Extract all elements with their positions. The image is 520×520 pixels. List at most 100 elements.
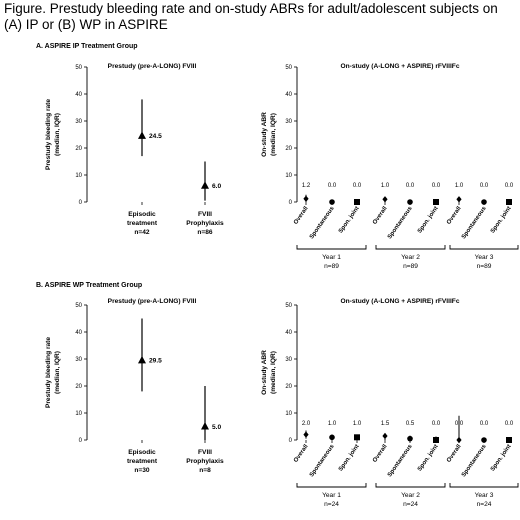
x-tick-label: Spontaneous	[309, 205, 336, 240]
value-label: 5.0	[212, 424, 221, 431]
x-tick-label: Overall	[372, 205, 389, 225]
value-label: 2.0	[302, 421, 311, 427]
median-marker	[138, 355, 146, 364]
panel-b-heading: B. ASPIRE WP Treatment Group	[36, 282, 143, 289]
median-marker	[201, 422, 209, 430]
x-tick-label: Overall	[293, 205, 310, 225]
y-tick-label: 50	[285, 303, 292, 309]
value-label: 0.0	[455, 421, 464, 427]
year-bracket	[375, 483, 446, 488]
panel-b-onstudy-chart: On-study (A-LONG + ASPIRE) rFVIIIFc 0 10 20…	[261, 298, 519, 508]
value-label: 6.0	[212, 183, 221, 190]
x-tick-label: Spontaneous	[461, 205, 488, 240]
median-marker	[303, 431, 309, 438]
value-label: 29.5	[149, 358, 162, 365]
x-tick-label: Spon. joint	[417, 206, 440, 235]
value-label: 0.0	[328, 183, 337, 189]
x-tick-label: Spontaneous	[387, 443, 414, 478]
y-tick-label: 50	[285, 65, 292, 71]
median-marker	[407, 435, 413, 442]
value-label: 1.5	[381, 421, 390, 427]
value-label: 0.5	[406, 421, 415, 427]
value-label: 0.0	[505, 183, 514, 189]
chart-title: On-study (A-LONG + ASPIRE) rFVIIIFc	[341, 63, 460, 70]
x-tick-label: Overall	[446, 205, 463, 225]
median-marker	[201, 181, 209, 189]
x-tick-label: Overall	[293, 443, 310, 463]
median-marker	[456, 196, 462, 203]
x-tick-label: Spon. joint	[490, 444, 513, 473]
value-label: 0.0	[353, 183, 362, 189]
y-tick-label: 30	[285, 119, 292, 125]
y-tick-label: 40	[75, 92, 82, 98]
value-label: 0.0	[505, 421, 514, 427]
panel-a-onstudy-chart: On-study (A-LONG + ASPIRE) rFVIIIFc 0 10 20…	[261, 63, 519, 270]
y-tick-label: 50	[75, 65, 82, 71]
value-label: 1.2	[302, 183, 311, 189]
y-axis-label: On-study ABR (median, IQR)	[261, 112, 277, 157]
year-bracket	[296, 245, 367, 250]
x-tick-label: FVIII Prophylaxis n=86	[186, 211, 224, 236]
chart-title: Prestudy (pre-A-LONG) FVIII	[108, 298, 197, 305]
y-tick-label: 20	[75, 146, 82, 152]
x-tick-label: Spon. joint	[338, 444, 361, 473]
year-group-label: Year 1 n=89	[322, 254, 341, 270]
y-tick-label: 10	[285, 173, 292, 179]
y-tick-label: 20	[285, 384, 292, 390]
y-tick-label: 40	[285, 92, 292, 98]
x-tick-label: Episodic treatment n=30	[127, 449, 158, 474]
value-label: 0.0	[432, 421, 441, 427]
year-group-label: Year 1 n=24	[322, 492, 341, 508]
median-marker	[382, 432, 388, 440]
value-label: 0.0	[480, 183, 489, 189]
y-tick-label: 0	[289, 438, 293, 444]
year-group-label: Year 2 n=89	[401, 254, 420, 270]
median-marker	[303, 195, 309, 202]
x-tick-label: Spontaneous	[461, 443, 488, 478]
y-tick-label: 0	[79, 438, 83, 444]
y-tick-label: 0	[289, 200, 293, 206]
x-tick-label: FVIII Prophylaxis n=8	[186, 449, 224, 474]
y-tick-label: 40	[285, 330, 292, 336]
median-marker	[354, 434, 360, 441]
y-tick-label: 30	[75, 119, 82, 125]
x-tick-label: Overall	[372, 443, 389, 463]
x-tick-label: Spon. joint	[338, 206, 361, 235]
x-tick-label: Spontaneous	[387, 205, 414, 240]
year-group-label: Year 3 n=89	[475, 254, 494, 270]
year-group-label: Year 3 n=24	[475, 492, 494, 508]
value-label: 1.0	[353, 421, 362, 427]
x-tick-label: Spon. joint	[417, 444, 440, 473]
value-label: 0.0	[406, 183, 415, 189]
year-bracket	[449, 483, 519, 488]
y-tick-label: 30	[75, 357, 82, 363]
chart-title: Prestudy (pre-A-LONG) FVIII	[108, 63, 197, 70]
panel-b-prestudy-chart: Prestudy (pre-A-LONG) FVIII 0 10 20 30 40 50 Pr…	[45, 298, 224, 474]
median-marker	[382, 196, 388, 203]
y-tick-label: 10	[75, 173, 82, 179]
year-bracket	[449, 245, 519, 250]
y-axis-label: Prestudy bleeding rate (median, IQR)	[45, 337, 61, 408]
y-tick-label: 10	[75, 411, 82, 417]
panel-a-heading: A. ASPIRE IP Treatment Group	[36, 43, 138, 50]
value-label: 1.0	[381, 183, 390, 189]
chart-title: On-study (A-LONG + ASPIRE) rFVIIIFc	[341, 298, 460, 305]
year-bracket	[375, 245, 446, 250]
y-tick-label: 10	[285, 411, 292, 417]
value-label: 1.0	[328, 421, 337, 427]
median-marker	[329, 434, 335, 441]
x-tick-label: Spontaneous	[309, 443, 336, 478]
x-tick-label: Overall	[446, 443, 463, 463]
y-axis-label: Prestudy bleeding rate (median, IQR)	[45, 99, 61, 170]
figure-title: Figure. Prestudy bleeding rate and on-st…	[4, 1, 498, 32]
x-tick-label: Spon. joint	[490, 206, 513, 235]
y-tick-label: 20	[285, 146, 292, 152]
y-tick-label: 50	[75, 303, 82, 309]
value-label: 24.5	[149, 133, 162, 140]
value-label: 1.0	[455, 183, 464, 189]
panel-a-prestudy-chart: Prestudy (pre-A-LONG) FVIII 0 10 20 30 40 50 Pr…	[45, 63, 224, 236]
value-label: 0.0	[480, 421, 489, 427]
y-tick-label: 20	[75, 384, 82, 390]
y-axis-label: On-study ABR (median, IQR)	[261, 350, 277, 395]
